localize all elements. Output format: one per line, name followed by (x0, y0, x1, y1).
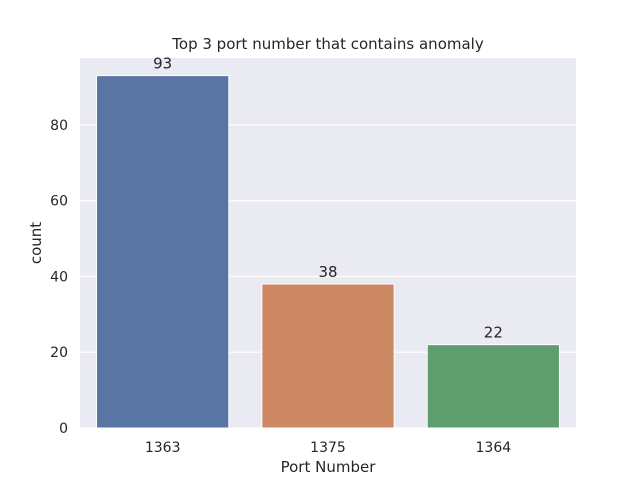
bar-1375 (261, 283, 395, 429)
x-tick-label-1363: 1363 (145, 440, 181, 456)
data-labels: 93 38 22 (153, 55, 503, 342)
x-axis-label: Port Number (281, 458, 377, 476)
x-tick-label-1375: 1375 (310, 440, 346, 456)
bars (96, 75, 560, 429)
bar-1364 (426, 344, 560, 429)
y-tick-label: 60 (50, 194, 68, 210)
bar-1363 (96, 75, 230, 429)
y-tick-label: 20 (50, 345, 68, 361)
x-tick-label-1364: 1364 (476, 440, 512, 456)
data-label-1364: 22 (484, 324, 503, 342)
tick-labels: 0 20 40 60 80 1363 1375 1364 (50, 118, 511, 456)
chart-title: Top 3 port number that contains anomaly (171, 35, 484, 53)
data-label-1375: 38 (318, 263, 337, 281)
y-axis-label: count (27, 222, 45, 264)
y-tick-label: 80 (50, 118, 68, 134)
y-tick-label: 0 (59, 421, 68, 437)
data-label-1363: 93 (153, 55, 172, 73)
y-tick-label: 40 (50, 269, 68, 285)
